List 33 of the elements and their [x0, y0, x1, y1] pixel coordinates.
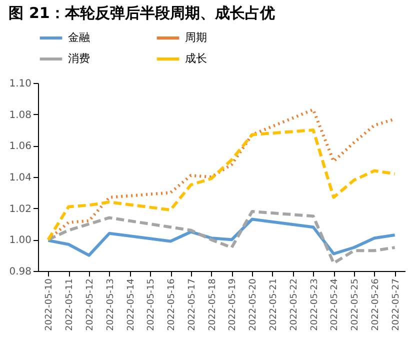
y-tick-label: 1.00	[9, 235, 32, 246]
x-tick-label: 2022-05-20	[248, 278, 259, 331]
x-tick-label: 2022-05-25	[350, 278, 361, 331]
x-tick-label: 2022-05-27	[391, 278, 402, 331]
y-tick-label: 1.04	[9, 172, 32, 184]
x-tick-label: 2022-05-10	[44, 278, 55, 331]
y-tick-label: 1.06	[9, 141, 32, 152]
x-tick-label: 2022-05-14	[126, 278, 136, 331]
line-series	[46, 210, 396, 265]
y-tick-label: 1.10	[9, 78, 32, 90]
line-series	[46, 218, 396, 257]
x-tick-label: 2022-05-12	[85, 278, 96, 331]
y-tick-label: 0.98	[9, 266, 32, 278]
line-series	[46, 128, 396, 242]
x-tick-label: 2022-05-15	[146, 278, 157, 331]
x-tick-label: 2022-05-13	[106, 278, 116, 331]
x-tick-label: 2022-05-11	[65, 278, 76, 331]
x-tick-label: 2022-05-17	[187, 278, 198, 331]
x-tick-label: 2022-05-16	[167, 278, 178, 331]
legend-label: 消费	[68, 52, 90, 65]
y-tick-label: 1.08	[9, 110, 32, 121]
legend-label: 成长	[185, 52, 207, 65]
x-tick-label: 2022-05-22	[289, 278, 300, 331]
x-tick-label: 2022-05-23	[310, 278, 320, 331]
chart-title: 图 21：本轮反弹后半段周期、成长占优	[8, 4, 275, 22]
x-tick-label: 2022-05-18	[208, 278, 218, 331]
legend-label: 周期	[185, 31, 207, 44]
y-tick-label: 1.02	[9, 204, 32, 215]
x-tick-label: 2022-05-21	[268, 278, 279, 331]
x-tick-label: 2022-05-19	[228, 278, 238, 331]
legend-label: 金融	[68, 31, 90, 44]
x-tick-label: 2022-05-26	[370, 278, 381, 331]
x-tick-label: 2022-05-24	[330, 278, 340, 331]
